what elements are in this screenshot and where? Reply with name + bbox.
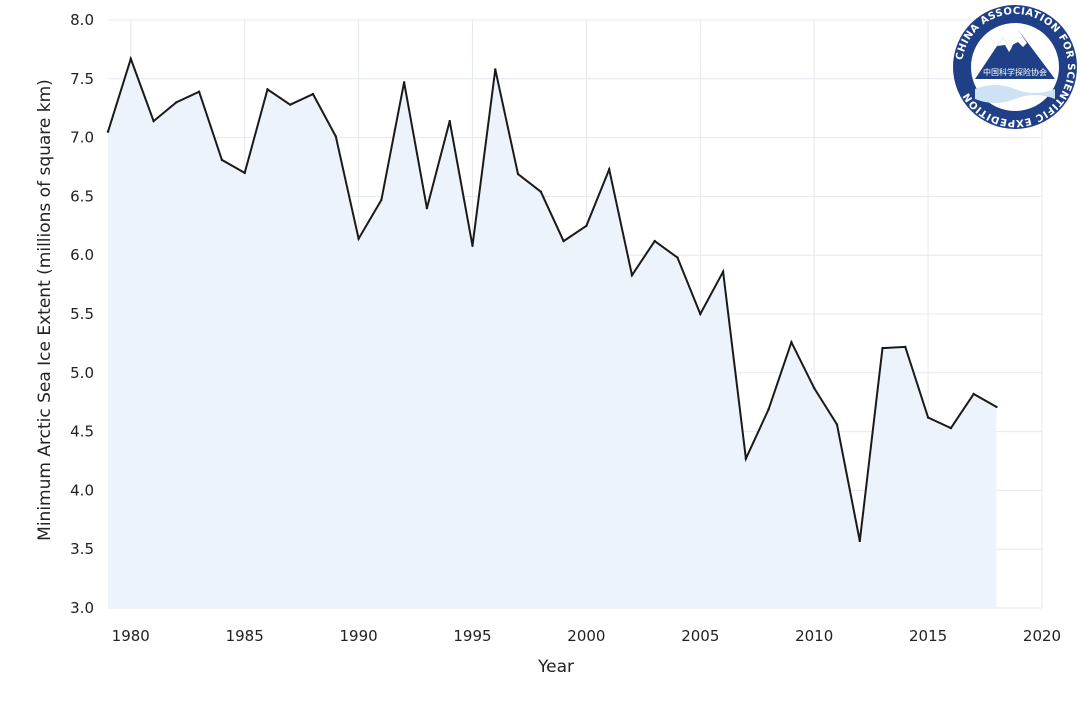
- x-axis-title: Year: [537, 657, 574, 677]
- data-point-2008: [767, 408, 770, 411]
- data-point-2005: [699, 312, 702, 316]
- y-tick-label: 6.0: [70, 246, 94, 264]
- data-point-1983: [197, 90, 201, 93]
- y-tick-label: 4.0: [70, 481, 94, 499]
- data-point-1996: [494, 68, 497, 71]
- y-tick-label: 5.0: [70, 364, 94, 382]
- y-tick-label: 7.5: [70, 70, 94, 88]
- data-point-1992: [402, 81, 406, 84]
- y-axis-title: Minimum Arctic Sea Ice Extent (millions …: [35, 79, 55, 541]
- data-points: [106, 57, 998, 543]
- data-point-1991: [380, 198, 383, 202]
- data-point-1981: [152, 119, 155, 123]
- data-point-1980: [129, 57, 132, 61]
- data-point-2009: [790, 341, 793, 344]
- y-tick-label: 3.5: [70, 540, 94, 558]
- water-icon: [975, 85, 1055, 103]
- data-point-2003: [653, 239, 656, 243]
- x-tick-label: 2000: [567, 627, 605, 645]
- data-point-1995: [471, 244, 474, 247]
- data-point-2000: [585, 224, 588, 227]
- data-point-1998: [539, 190, 543, 193]
- logo-chinese-text: 中国科学探险协会: [983, 67, 1047, 77]
- x-tick-label: 2015: [909, 627, 947, 645]
- y-tick-label: 6.5: [70, 187, 94, 205]
- data-point-2013: [881, 346, 884, 350]
- x-axis-ticks: 1980 1985 1990 1995 2000 2005 2010 2015 2020: [112, 627, 1061, 645]
- data-point-2001: [607, 168, 611, 171]
- data-point-1988: [311, 92, 315, 96]
- x-tick-label: 1995: [453, 627, 491, 645]
- data-point-1990: [357, 237, 360, 240]
- data-point-1979: [106, 130, 110, 133]
- x-tick-label: 1990: [339, 627, 377, 645]
- data-point-1997: [516, 172, 520, 176]
- data-point-2012: [858, 539, 861, 543]
- x-tick-label: 2020: [1023, 627, 1061, 645]
- data-point-2016: [949, 426, 953, 430]
- y-tick-label: 3.0: [70, 599, 94, 617]
- data-point-1994: [448, 119, 451, 123]
- y-tick-label: 7.0: [70, 129, 94, 147]
- data-point-2017: [972, 392, 975, 396]
- data-point-2002: [630, 273, 634, 277]
- data-point-2011: [835, 423, 839, 426]
- data-point-1986: [266, 88, 269, 91]
- data-point-1987: [289, 103, 292, 106]
- snow-cap-icon: [997, 31, 1027, 52]
- association-logo: CHINA ASSOCIATION FOR SCIENTIFIC EXPEDIT…: [953, 5, 1077, 129]
- series-line: [107, 55, 997, 542]
- data-point-2007: [744, 457, 748, 460]
- y-axis-ticks: 3.0 3.5 4.0 4.5 5.0 5.5 6.0 6.5 7.0 7.5 8.0: [70, 11, 94, 617]
- x-tick-label: 2005: [681, 627, 719, 645]
- data-point-2004: [676, 256, 679, 259]
- data-point-1982: [175, 101, 178, 104]
- data-point-2014: [904, 345, 907, 349]
- area-fill: [108, 58, 997, 609]
- mountain-icon: [975, 31, 1055, 79]
- data-point-2006: [721, 270, 725, 273]
- x-tick-label: 2010: [795, 627, 833, 645]
- data-point-1989: [334, 135, 338, 138]
- data-point-1985: [243, 171, 246, 175]
- y-tick-label: 4.5: [70, 423, 94, 441]
- y-tick-label: 8.0: [70, 11, 94, 29]
- data-point-1999: [562, 239, 565, 243]
- x-tick-label: 1980: [112, 627, 150, 645]
- data-point-1993: [425, 206, 429, 210]
- x-tick-label: 1985: [226, 627, 264, 645]
- data-point-2010: [812, 386, 816, 390]
- data-point-2018: [995, 405, 998, 409]
- data-point-2015: [926, 416, 930, 419]
- data-point-1984: [220, 158, 224, 162]
- y-tick-label: 5.5: [70, 305, 94, 323]
